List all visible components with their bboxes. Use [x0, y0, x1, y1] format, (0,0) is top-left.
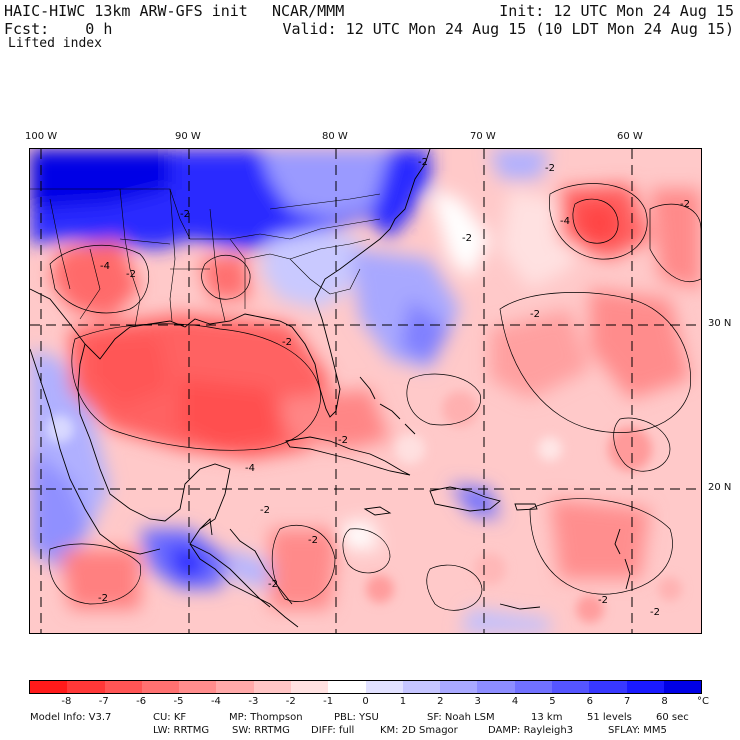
colorbar-swatch — [551, 681, 590, 693]
colorbar-tick-label: -8 — [61, 696, 72, 707]
model-info-damp: DAMP: Rayleigh3 — [488, 725, 574, 736]
lon-label-90w: 90 W — [175, 131, 201, 142]
state-borders — [30, 188, 381, 328]
li-contours — [48, 183, 701, 611]
colorbar-swatch — [440, 681, 478, 693]
colorbar-swatch — [365, 681, 403, 693]
coastlines — [30, 149, 631, 628]
contour-label: -2 — [680, 199, 690, 210]
colorbar-swatch — [253, 681, 291, 693]
contour-label: -4 — [560, 216, 570, 227]
model-info-cu: CU: KF — [153, 712, 187, 723]
contour-label: -2 — [98, 593, 108, 604]
lifted-index-map: -2 -2 -2 -4 -2 -2 -2 -4 -2 -2 -2 -4 -2 -… — [29, 148, 702, 634]
init-time: Init: 12 UTC Mon 24 Aug 15 — [499, 2, 734, 20]
contour-label: -4 — [245, 463, 255, 474]
lon-label-70w: 70 W — [470, 131, 496, 142]
colorbar-swatch — [141, 681, 180, 693]
valid-time: Valid: 12 UTC Mon 24 Aug 15 (10 LDT Mon … — [282, 20, 734, 38]
colorbar-swatch — [589, 681, 627, 693]
colorbar-tick-label: 4 — [511, 696, 519, 707]
field-shading — [30, 149, 701, 633]
colorbar-tick-label: 6 — [586, 696, 594, 707]
colorbar-tick-label: -6 — [136, 696, 147, 707]
model-info-res: 13 km — [531, 712, 563, 723]
model-info-sf: SF: Noah LSM — [427, 712, 495, 723]
colorbar-swatch — [67, 681, 105, 693]
lon-label-100w: 100 W — [25, 131, 58, 142]
contour-label: -2 — [650, 607, 660, 618]
colorbar-swatch — [104, 681, 142, 693]
contour-label: -2 — [598, 595, 608, 606]
model-info-pbl: PBL: YSU — [334, 712, 379, 723]
colorbar-tick-label: 2 — [437, 696, 444, 707]
model-info-sflay: SFLAY: MM5 — [608, 725, 667, 736]
contour-label: -2 — [462, 233, 472, 244]
colorbar-swatch — [290, 681, 329, 693]
model-title: HAIC-HIWC 13km ARW-GFS init — [4, 2, 248, 20]
colorbar-swatch — [626, 681, 664, 693]
colorbar-tick-label: -2 — [285, 696, 296, 707]
field-speckle — [46, 391, 682, 623]
colorbar-tick-label: -7 — [98, 696, 109, 707]
contour-label: -2 — [282, 337, 292, 348]
colorbar-tick-label: -4 — [210, 696, 221, 707]
colorbar-tick-label: -1 — [323, 696, 334, 707]
colorbar-tick-label: -3 — [248, 696, 259, 707]
colorbar-swatch — [477, 681, 515, 693]
colorbar-tick-label: -5 — [173, 696, 184, 707]
lon-label-60w: 60 W — [617, 131, 643, 142]
contour-labels: -2 -2 -2 -4 -2 -2 -2 -4 -2 -2 -2 -4 -2 -… — [98, 157, 690, 618]
contour-label: -2 — [545, 163, 555, 174]
contour-label: -2 — [180, 209, 190, 220]
colorbar-swatch — [179, 681, 217, 693]
colorbar-swatch — [514, 681, 552, 693]
field-name: Lifted index — [8, 36, 102, 51]
colorbar-tick-label: 7 — [624, 696, 631, 707]
colorbar-tick-label: 0 — [362, 696, 369, 707]
model-info-lw: LW: RRTMG — [153, 725, 210, 736]
contour-label: -2 — [418, 157, 428, 168]
contour-label: -2 — [338, 435, 348, 446]
model-info-1: Model Info: V3.7 — [30, 712, 112, 723]
model-info-km: KM: 2D Smagor — [380, 725, 458, 736]
colorbar-unit: °C — [697, 696, 709, 707]
contour-label: -2 — [530, 309, 540, 320]
forecast-hour: Fcst: 0 h — [4, 20, 113, 38]
contour-label: -2 — [126, 269, 136, 280]
contour-label: -2 — [268, 579, 278, 590]
model-info-mp: MP: Thompson — [229, 712, 303, 723]
lat-label-20n: 20 N — [708, 482, 732, 493]
center-label: NCAR/MMM — [272, 2, 345, 20]
colorbar-tick-label: 1 — [399, 696, 407, 707]
colorbar-tick-label: 5 — [549, 696, 556, 707]
lat-label-30n: 30 N — [708, 318, 732, 329]
colorbar-swatch — [663, 681, 702, 693]
colorbar-swatch — [328, 681, 366, 693]
model-info-timestep: 60 sec — [656, 712, 689, 723]
contour-label: -4 — [100, 261, 110, 272]
colorbar-swatch — [30, 681, 68, 693]
colorbar-swatch — [216, 681, 254, 693]
lon-label-80w: 80 W — [322, 131, 348, 142]
model-info-levels: 51 levels — [587, 712, 632, 723]
model-info-diff: DIFF: full — [311, 725, 355, 736]
lat-lon-grid — [30, 149, 701, 633]
colorbar-tick-label: 3 — [474, 696, 481, 707]
model-info-sw: SW: RRTMG — [232, 725, 290, 736]
colorbar-tick-label: 8 — [661, 696, 668, 707]
contour-label: -2 — [260, 505, 270, 516]
contour-label: -2 — [308, 535, 318, 546]
colorbar-swatch — [402, 681, 441, 693]
colorbar — [29, 680, 702, 694]
